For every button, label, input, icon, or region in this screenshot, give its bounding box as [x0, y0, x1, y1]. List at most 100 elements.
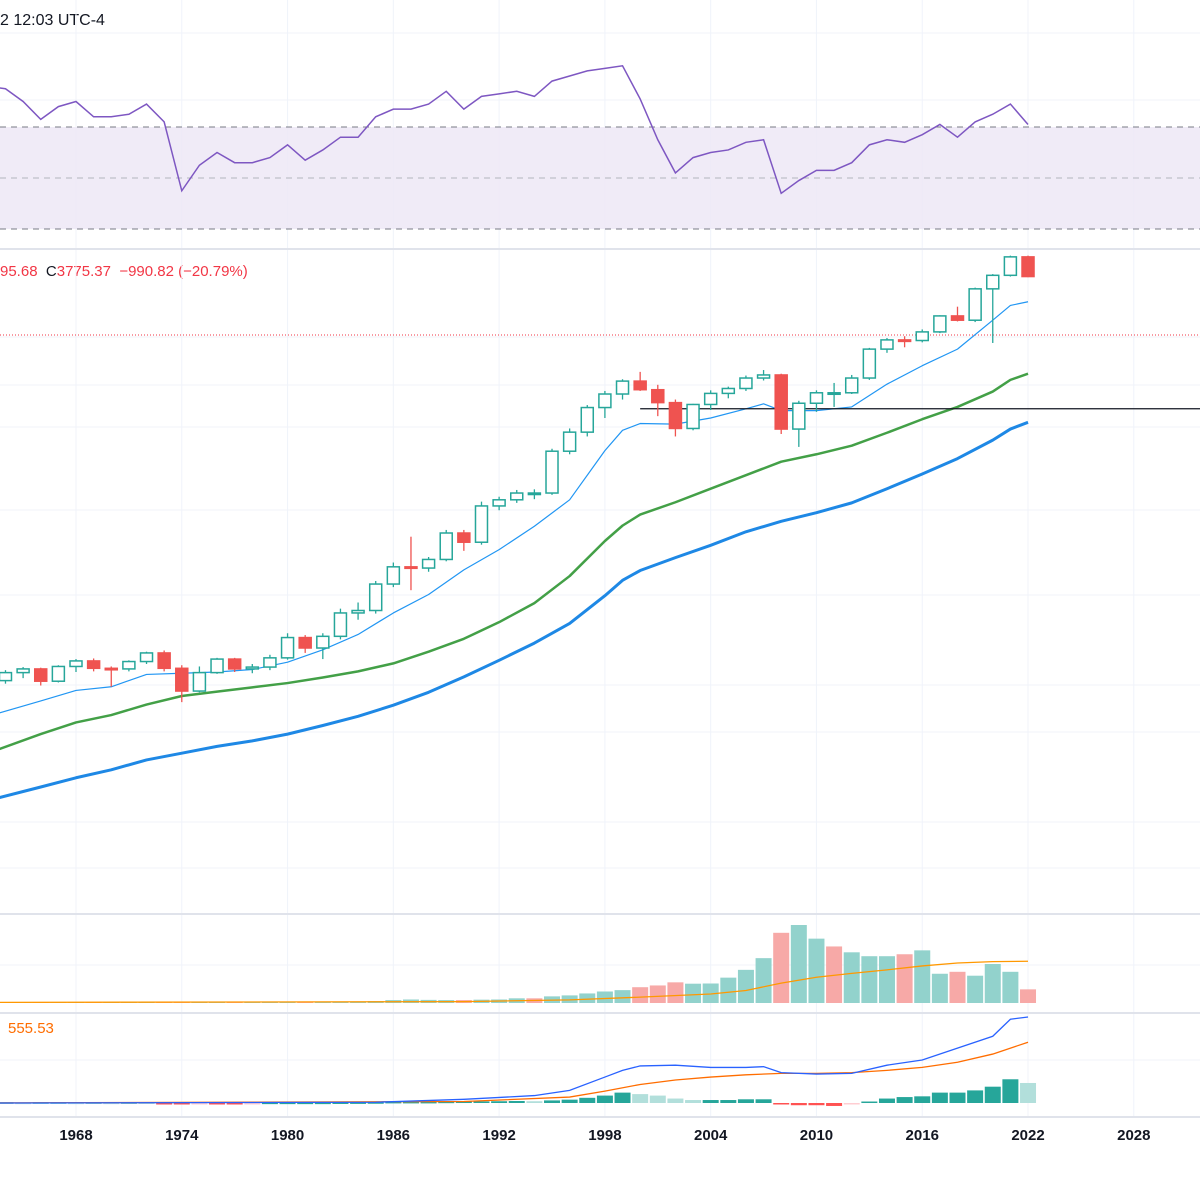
time-axis-label: 2010	[799, 1127, 834, 1144]
candle	[16, 667, 30, 679]
macd-histogram-bar	[350, 1102, 367, 1104]
candle	[263, 654, 277, 671]
macd-histogram-bar	[967, 1090, 984, 1103]
chart-header-timestamp: 2 12:03 UTC-4	[0, 12, 105, 29]
macd-histogram-bar	[896, 1097, 913, 1103]
candle	[351, 602, 365, 620]
candle-body	[721, 387, 736, 395]
candle-body	[844, 377, 859, 394]
pane-separator[interactable]	[0, 1012, 1200, 1014]
candle-body	[368, 583, 383, 612]
candle-body	[933, 315, 947, 333]
candle	[227, 657, 242, 672]
close-value: 3775.37	[56, 263, 111, 280]
volume-bar	[561, 995, 578, 1003]
candle	[739, 375, 753, 391]
candle-body	[633, 380, 647, 391]
macd-histogram-bar	[297, 1102, 314, 1105]
candle	[862, 347, 877, 380]
candle-body	[474, 505, 489, 543]
candle	[792, 400, 806, 447]
macd-histogram-bar	[544, 1100, 561, 1103]
candle	[774, 373, 788, 434]
time-axis-label: 1980	[270, 1127, 305, 1144]
volume-bar	[931, 973, 948, 1003]
candle-body	[562, 431, 577, 452]
time-axis-label: 1974	[165, 1127, 199, 1144]
candle	[157, 650, 171, 672]
macd-histogram-bar	[279, 1102, 296, 1105]
candle	[404, 536, 418, 591]
volume-bar	[984, 964, 1001, 1003]
time-axis-label: 1998	[588, 1127, 622, 1144]
macd-histogram-bar	[632, 1094, 649, 1103]
candle	[1003, 255, 1018, 277]
candle	[1021, 255, 1035, 278]
candle	[280, 633, 295, 660]
candle	[880, 338, 894, 353]
candle-body	[651, 388, 665, 404]
ohlc-legend: 95.68 C3775.37 −990.82 (−20.79%)	[0, 263, 248, 280]
time-axis-label: 2022	[1011, 1127, 1045, 1144]
rsi-line	[0, 64, 1029, 195]
macd-histogram-bar	[667, 1098, 684, 1103]
candle-body	[880, 339, 894, 350]
macd-histogram-bar	[843, 1103, 860, 1105]
volume-bar	[737, 969, 754, 1003]
close-key: C	[45, 263, 57, 280]
candle	[421, 556, 436, 572]
candle	[474, 501, 489, 545]
pane-separator[interactable]	[0, 913, 1200, 915]
candle-body	[968, 288, 982, 321]
macd-histogram-bar	[420, 1101, 437, 1104]
volume-bar	[914, 950, 931, 1003]
rsi-pane	[0, 64, 1200, 230]
volume-bar	[949, 971, 966, 1003]
candle	[598, 390, 612, 418]
candle	[950, 306, 965, 322]
candle	[968, 287, 982, 323]
macd-histogram-bar	[984, 1086, 1001, 1103]
volume-bar	[843, 952, 860, 1003]
candle-body	[792, 402, 806, 430]
volume-bar	[261, 1002, 278, 1003]
macd-histogram-bar	[720, 1100, 737, 1103]
macd-histogram-bar	[649, 1095, 666, 1103]
candle	[386, 562, 401, 588]
volume-bar	[209, 1002, 226, 1003]
price-pane	[0, 255, 1200, 799]
candle	[210, 657, 224, 674]
macd-histogram-bar	[790, 1103, 807, 1106]
macd-histogram-bar	[949, 1092, 966, 1103]
candle	[122, 660, 136, 672]
candle	[457, 529, 471, 551]
candle	[703, 390, 718, 411]
candle	[633, 371, 647, 391]
candle-body	[263, 657, 277, 668]
candle-body	[510, 492, 524, 501]
macd-histogram-bar	[226, 1103, 243, 1105]
candle	[756, 370, 771, 381]
macd-histogram-bar	[261, 1102, 278, 1105]
macd-histogram-bar	[685, 1100, 702, 1103]
candle-body	[316, 635, 330, 649]
macd-line	[0, 1016, 1029, 1104]
macd-histogram-bar	[861, 1101, 878, 1104]
volume-bar	[896, 954, 913, 1003]
macd-histogram-bar	[367, 1102, 384, 1104]
macd-signal-line	[0, 1041, 1029, 1104]
volume-ma-line	[0, 960, 1029, 1004]
volume-bar	[667, 982, 684, 1003]
candle-body	[333, 612, 348, 638]
macd-histogram-bar	[1002, 1079, 1019, 1103]
candle	[0, 670, 13, 684]
volume-bar	[1002, 971, 1019, 1003]
candle-body	[210, 658, 224, 674]
macd-histogram-bar	[826, 1103, 843, 1106]
candle-body	[686, 403, 700, 430]
time-axis-separator	[0, 1116, 1200, 1118]
pane-separator[interactable]	[0, 248, 1200, 250]
macd-histogram-bar	[614, 1092, 631, 1103]
macd-histogram-bar	[1020, 1082, 1037, 1103]
